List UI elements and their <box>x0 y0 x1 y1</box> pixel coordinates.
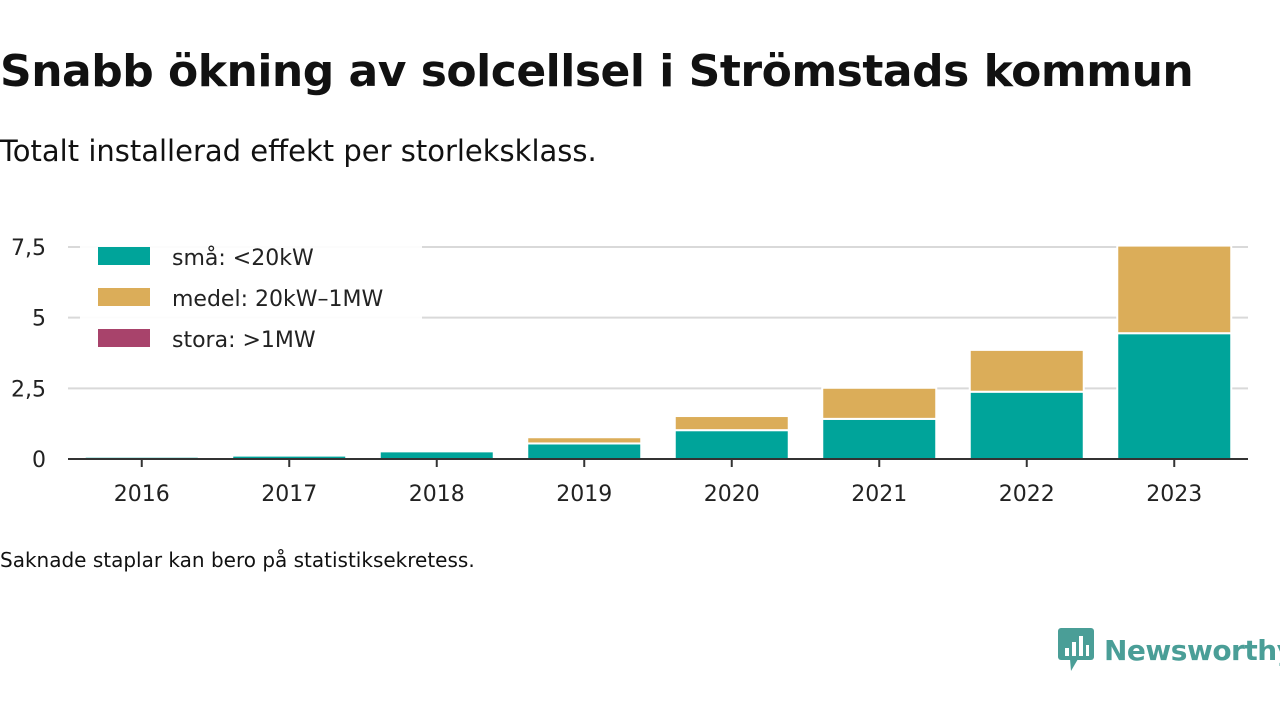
y-tick-label: 0 <box>32 448 46 473</box>
stacked-bar-chart: 0 2,5 5 7,5 2016 2017 2018 2019 2020 2021 2022 202… <box>11 236 1248 507</box>
bar-segment[interactable] <box>1116 332 1233 460</box>
y-tick-label: 5 <box>32 307 46 332</box>
x-tick-label: 2023 <box>1146 482 1202 507</box>
x-tick-label: 2021 <box>851 482 907 507</box>
bar-segment[interactable] <box>378 450 495 460</box>
legend-swatch <box>98 288 150 306</box>
brand-name: Newsworthy <box>1104 633 1280 667</box>
bar-segment[interactable] <box>673 429 790 460</box>
bar-segment[interactable] <box>1116 244 1233 335</box>
bar-segment[interactable] <box>968 390 1085 460</box>
x-tick-label: 2022 <box>999 482 1055 507</box>
x-tick-label: 2020 <box>704 482 760 507</box>
bar-segment[interactable] <box>526 436 643 445</box>
legend-swatch <box>98 247 150 265</box>
bars <box>83 244 1233 461</box>
legend: små: <20kW medel: 20kW–1MW stora: >1MW <box>80 237 422 355</box>
x-tick-label: 2016 <box>114 482 170 507</box>
y-tick-label: 2,5 <box>11 377 46 402</box>
bar-segment[interactable] <box>673 415 790 432</box>
bar-segment[interactable] <box>526 442 643 461</box>
legend-label: små: <20kW <box>172 245 314 271</box>
legend-swatch <box>98 329 150 347</box>
x-tick-label: 2019 <box>556 482 612 507</box>
bar-segment[interactable] <box>968 348 1085 393</box>
x-tick-label: 2017 <box>261 482 317 507</box>
legend-label: medel: 20kW–1MW <box>172 287 383 312</box>
bar-segment[interactable] <box>821 386 938 420</box>
newsworthy-logo-icon <box>1058 628 1094 671</box>
legend-label: stora: >1MW <box>172 328 316 353</box>
y-tick-label: 7,5 <box>11 236 46 261</box>
footnote: Saknade staplar kan bero på statistiksek… <box>0 548 475 572</box>
y-axis: 0 2,5 5 7,5 <box>11 236 46 473</box>
bar-segment[interactable] <box>821 417 938 460</box>
x-tick-label: 2018 <box>409 482 465 507</box>
chart-subtitle: Totalt installerad effekt per storlekskl… <box>0 134 597 168</box>
chart-title: Snabb ökning av solcellsel i Strömstads … <box>0 46 1194 97</box>
brand-logo[interactable]: Newsworthy <box>1058 628 1280 672</box>
x-axis: 2016 2017 2018 2019 2020 2021 2022 2023 <box>68 458 1248 507</box>
